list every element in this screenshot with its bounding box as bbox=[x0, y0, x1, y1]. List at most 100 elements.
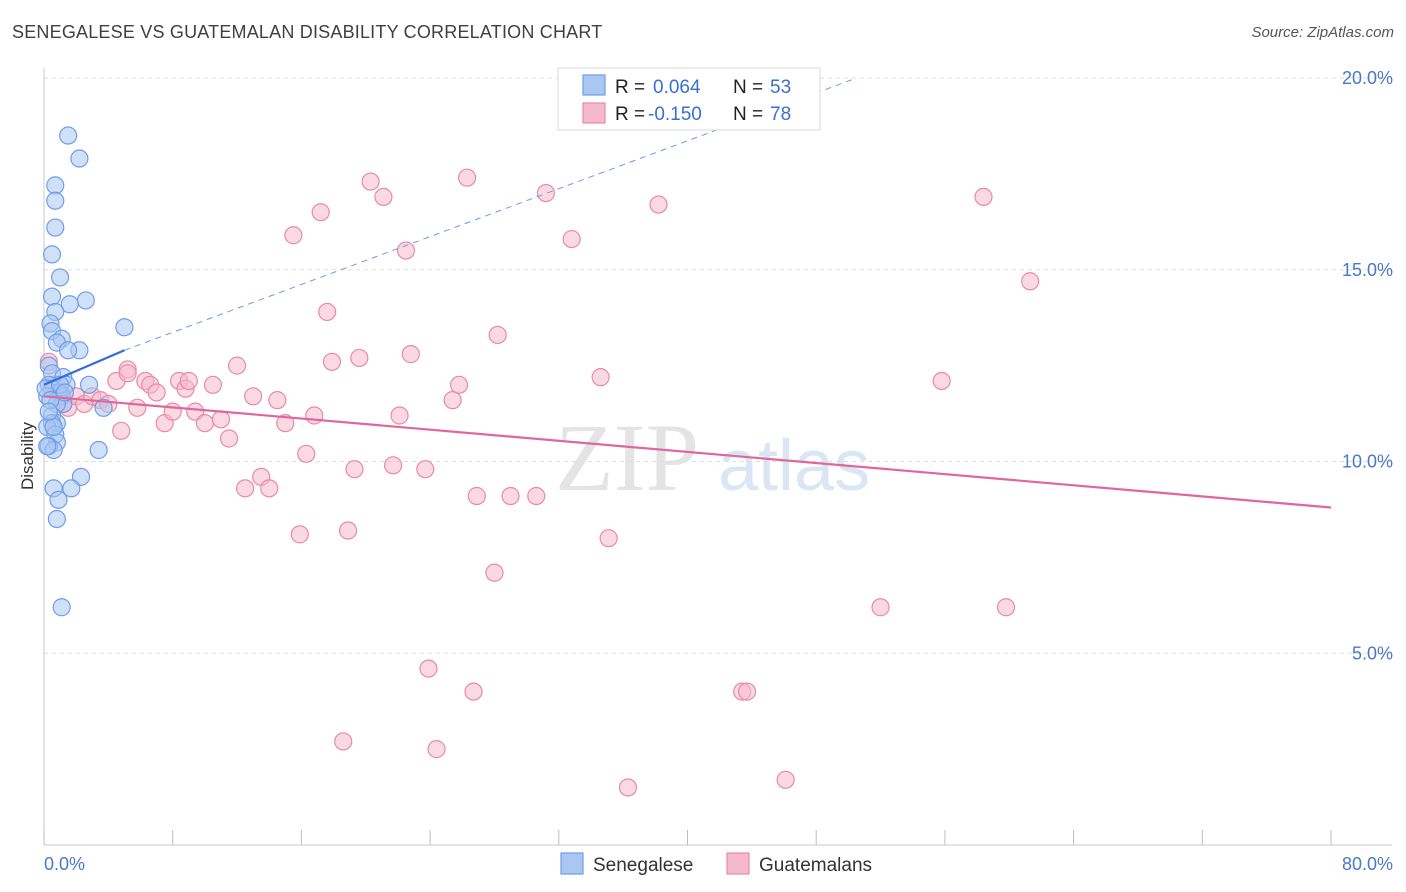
data-point bbox=[46, 176, 65, 195]
data-point bbox=[94, 398, 113, 417]
data-point bbox=[318, 302, 337, 322]
data-point bbox=[49, 490, 68, 509]
watermark-zip: ZIP bbox=[555, 404, 699, 511]
source-note: Source: ZipAtlas.com bbox=[1251, 24, 1394, 41]
data-point bbox=[416, 460, 435, 479]
data-point bbox=[458, 168, 477, 187]
data-point bbox=[383, 456, 403, 475]
data-point bbox=[932, 371, 951, 391]
data-point bbox=[776, 770, 795, 789]
data-point bbox=[737, 682, 757, 701]
data-point bbox=[260, 479, 279, 498]
data-point bbox=[47, 509, 66, 529]
data-point bbox=[268, 391, 287, 410]
data-point bbox=[562, 229, 581, 249]
data-point bbox=[59, 341, 78, 360]
series-guatemalans bbox=[39, 168, 1040, 797]
series-legend-label-guatemalans: Guatemalans bbox=[759, 855, 872, 876]
data-point bbox=[871, 598, 890, 617]
data-point bbox=[70, 149, 89, 168]
data-point bbox=[974, 187, 993, 206]
data-point bbox=[427, 740, 446, 759]
y-tick-label: 20.0% bbox=[1342, 68, 1393, 88]
data-point bbox=[419, 659, 438, 678]
legend-n-label-2: N = bbox=[733, 104, 763, 125]
series-legend-label-senegalese: Senegalese bbox=[593, 855, 693, 876]
data-point bbox=[44, 417, 63, 437]
data-point bbox=[345, 460, 364, 479]
data-point bbox=[284, 226, 303, 245]
data-point bbox=[591, 368, 610, 387]
data-point bbox=[1021, 272, 1040, 291]
data-point bbox=[449, 375, 469, 394]
data-point bbox=[244, 387, 263, 406]
series-legend-swatch-guatemalans bbox=[726, 852, 750, 875]
legend-r-label-2: R = bbox=[615, 104, 645, 125]
data-point bbox=[211, 410, 231, 429]
legend-n-label-1: N = bbox=[733, 77, 763, 98]
data-point bbox=[305, 406, 324, 425]
legend-r-value-1: 0.064 bbox=[653, 77, 701, 98]
data-point bbox=[488, 325, 507, 345]
x-tick-marks bbox=[43, 830, 1332, 845]
data-point bbox=[297, 444, 316, 463]
legend-n-value-2: 78 bbox=[770, 104, 791, 125]
data-point bbox=[179, 371, 198, 391]
y-axis-label: Disability bbox=[18, 421, 37, 490]
data-point bbox=[396, 241, 416, 260]
data-point bbox=[467, 486, 486, 506]
axes bbox=[43, 68, 1392, 846]
data-point bbox=[38, 437, 57, 456]
data-point bbox=[42, 245, 62, 264]
data-point bbox=[128, 398, 147, 417]
data-point bbox=[42, 287, 62, 306]
data-point bbox=[59, 126, 78, 145]
data-point bbox=[79, 375, 99, 394]
x-tick-label-max: 80.0% bbox=[1342, 854, 1393, 874]
data-point bbox=[374, 187, 393, 206]
data-point bbox=[443, 391, 462, 410]
data-point bbox=[501, 486, 520, 506]
data-point bbox=[115, 318, 134, 337]
data-point bbox=[46, 218, 65, 237]
data-point bbox=[219, 429, 239, 448]
watermark: ZIP atlas bbox=[555, 404, 870, 511]
y-tick-label: 10.0% bbox=[1342, 452, 1393, 472]
data-point bbox=[618, 778, 638, 797]
data-point bbox=[39, 402, 58, 421]
legend-r-value-2: -0.150 bbox=[648, 104, 702, 125]
data-point bbox=[50, 268, 70, 287]
data-point bbox=[361, 172, 380, 191]
data-point bbox=[649, 195, 668, 214]
data-point bbox=[203, 375, 223, 394]
series-senegalese bbox=[36, 126, 134, 617]
legend-n-value-1: 53 bbox=[770, 77, 791, 98]
data-point bbox=[401, 345, 420, 364]
trend-line-senegalese bbox=[43, 349, 125, 386]
data-point bbox=[46, 191, 65, 210]
data-point bbox=[62, 479, 81, 498]
data-point bbox=[112, 421, 131, 440]
data-point bbox=[334, 732, 353, 751]
legend-swatch-guatemalans bbox=[582, 102, 606, 124]
data-point bbox=[60, 295, 79, 314]
stats-legend: R = 0.064 N = 53 R = -0.150 N = 78 bbox=[557, 67, 821, 131]
data-point bbox=[195, 414, 214, 433]
data-point bbox=[338, 521, 358, 540]
data-point bbox=[89, 440, 108, 460]
legend-swatch-senegalese bbox=[582, 74, 606, 96]
data-point bbox=[235, 479, 255, 498]
data-point bbox=[163, 402, 182, 421]
data-point bbox=[52, 598, 71, 617]
grid-lines bbox=[44, 77, 1392, 654]
data-point bbox=[996, 598, 1016, 617]
series-legend: Senegalese Guatemalans bbox=[560, 852, 872, 876]
data-point bbox=[290, 525, 309, 544]
y-tick-label: 5.0% bbox=[1352, 643, 1393, 663]
data-point bbox=[536, 183, 556, 203]
x-tick-label-min: 0.0% bbox=[44, 854, 85, 874]
series-legend-swatch-senegalese bbox=[560, 852, 584, 875]
y-tick-labels: 5.0% 10.0% 15.0% 20.0% bbox=[1342, 68, 1393, 663]
data-point bbox=[390, 406, 409, 425]
